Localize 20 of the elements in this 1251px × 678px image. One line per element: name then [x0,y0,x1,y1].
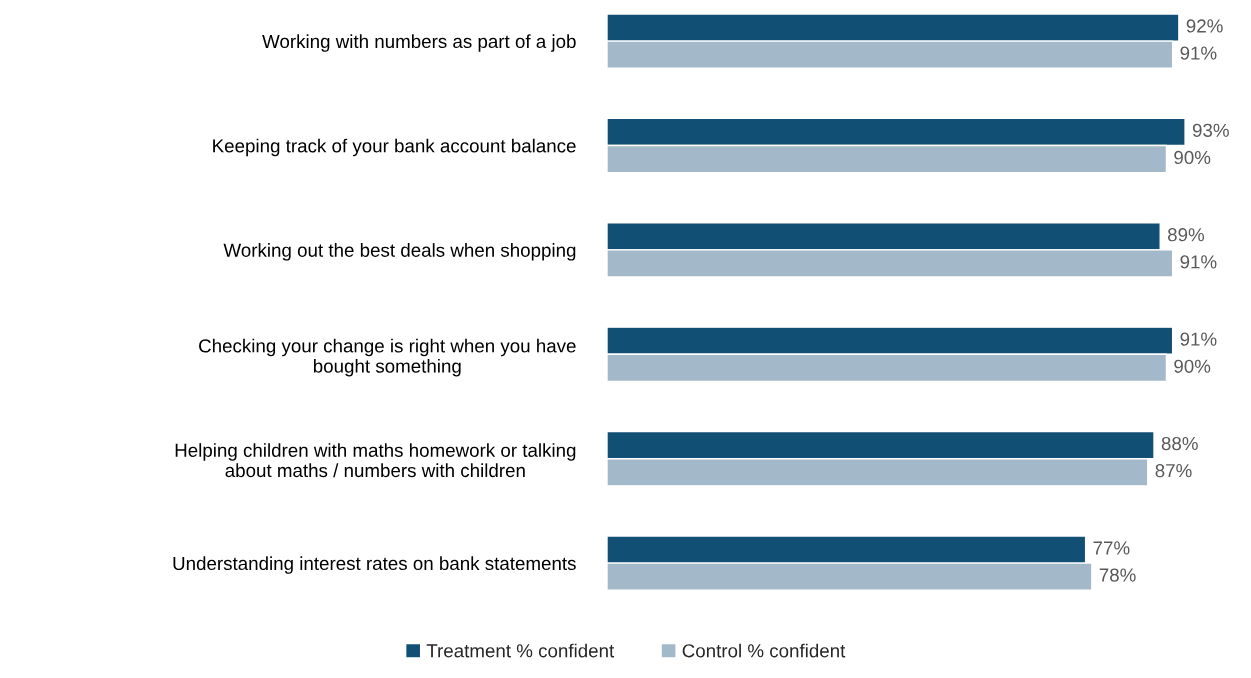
data-label: 88% [1161,436,1198,451]
data-label: 90% [1174,150,1211,165]
legend-label: Treatment % confident [426,643,615,658]
legend-label: Control % confident [682,643,846,658]
data-label: 91% [1180,255,1217,269]
y-tick-label: Checking your change is right when you have bought something [199,338,576,377]
data-label: 93% [1192,123,1229,137]
data-label: 91% [1180,46,1217,60]
data-label: 89% [1167,228,1205,242]
y-tick-label: Helping children with maths homework or talking about maths / numbers with children [175,443,576,478]
data-label: 90% [1174,359,1211,373]
y-tick-label: Understanding interest rates on bank statements [173,556,576,574]
data-label: 77% [1093,541,1130,555]
data-label: 92% [1186,19,1223,33]
y-tick-label: Keeping track of your bank account balance [213,138,576,157]
y-tick-label: Working out the best deals when shopping [223,243,576,261]
data-label: 91% [1180,332,1217,346]
data-label: 87% [1155,464,1192,478]
y-tick-label: Working with numbers as part of a job [262,34,576,52]
data-label: 78% [1099,568,1136,582]
